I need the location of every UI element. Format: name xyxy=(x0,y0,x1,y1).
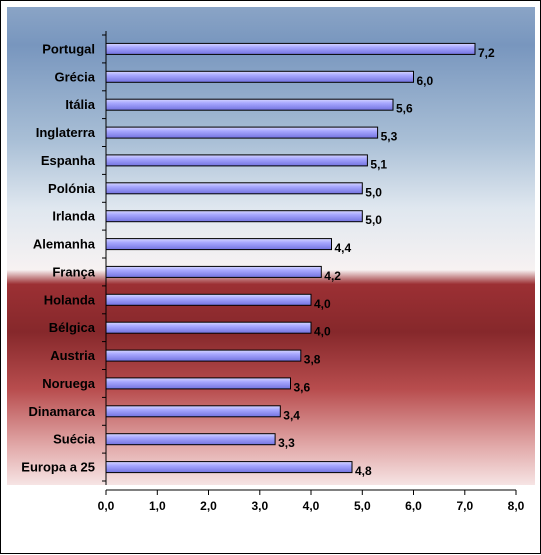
x-tick-label: 1,0 xyxy=(149,499,166,513)
bar xyxy=(105,42,476,55)
value-label: 5,1 xyxy=(370,157,387,171)
category-label: Portugal xyxy=(42,41,95,56)
value-labels: 7,2 6,0 5,6 5,3 5,1 5,0 5,0 4,4 4,2 4,0 4,0 3,8 3,6 3… xyxy=(278,46,495,478)
bar xyxy=(105,461,353,474)
x-tick-label: 7,0 xyxy=(456,499,473,513)
category-label: Noruega xyxy=(42,376,96,391)
value-label: 3,6 xyxy=(294,380,311,394)
bar xyxy=(105,321,312,334)
x-tick-label: 6,0 xyxy=(405,499,422,513)
value-label: 5,0 xyxy=(365,185,382,199)
bar xyxy=(105,349,302,362)
category-label: Polónia xyxy=(48,181,96,196)
x-tick-label: 3,0 xyxy=(251,499,268,513)
bar xyxy=(105,238,332,251)
bar xyxy=(105,182,363,195)
category-label: Inglaterra xyxy=(36,125,96,140)
value-label: 4,8 xyxy=(355,464,372,478)
category-label: Itália xyxy=(65,97,95,112)
value-label: 4,0 xyxy=(314,325,331,339)
x-tick-label: 0,0 xyxy=(98,499,115,513)
x-axis: 0,0 1,0 2,0 3,0 4,0 5,0 6,0 7,0 8,0 xyxy=(98,31,525,513)
value-label: 4,0 xyxy=(314,297,331,311)
category-label: Suécia xyxy=(53,432,96,447)
bars-layer xyxy=(105,42,476,474)
value-label: 4,2 xyxy=(324,269,341,283)
x-tick-label: 8,0 xyxy=(508,499,525,513)
bar xyxy=(105,265,322,278)
category-label: Austria xyxy=(50,348,96,363)
bar xyxy=(105,405,281,418)
value-label: 5,0 xyxy=(365,213,382,227)
category-label: Espanha xyxy=(41,153,96,168)
value-label: 3,3 xyxy=(278,436,295,450)
bar xyxy=(105,210,363,223)
bar xyxy=(105,98,394,111)
bar xyxy=(105,433,276,446)
value-label: 3,8 xyxy=(304,353,321,367)
bar xyxy=(105,70,414,83)
value-label: 6,0 xyxy=(417,74,434,88)
value-label: 4,4 xyxy=(335,241,352,255)
x-tick-label: 2,0 xyxy=(200,499,217,513)
category-label: Dinamarca xyxy=(29,404,96,419)
category-label: Irlanda xyxy=(52,209,95,224)
bar xyxy=(105,377,291,390)
value-label: 5,3 xyxy=(381,130,398,144)
category-label: França xyxy=(52,264,95,279)
bar xyxy=(105,293,312,306)
x-tick-label: 4,0 xyxy=(303,499,320,513)
value-label: 7,2 xyxy=(478,46,495,60)
bar xyxy=(105,154,368,167)
value-label: 3,4 xyxy=(283,408,300,422)
bar xyxy=(105,126,379,139)
category-label: Grécia xyxy=(55,69,96,84)
category-label: Bélgica xyxy=(49,320,96,335)
category-label: Alemanha xyxy=(33,237,96,252)
x-tick-label: 5,0 xyxy=(354,499,371,513)
category-label: Europa a 25 xyxy=(21,460,95,475)
category-label: Holanda xyxy=(44,292,96,307)
value-label: 5,6 xyxy=(396,102,413,116)
category-labels: Portugal Grécia Itália Inglaterra Espanha Pol… xyxy=(21,41,95,474)
